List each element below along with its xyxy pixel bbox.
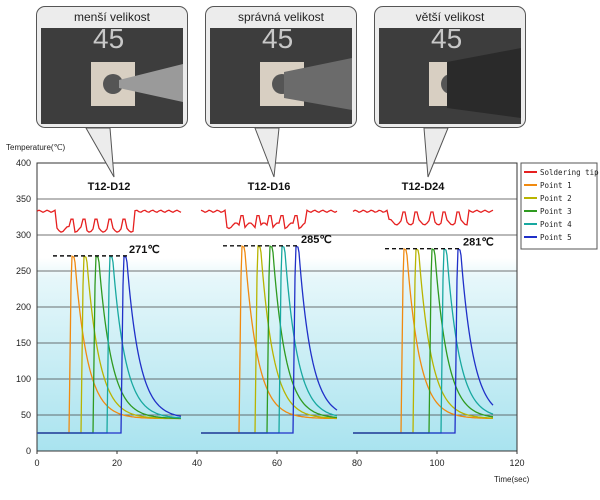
x-tick-label: 20 xyxy=(112,458,122,468)
callout-large-tip: větší velikost 45 xyxy=(374,6,526,128)
y-tick-label: 50 xyxy=(21,410,31,420)
peak-temperature-label: 271℃ xyxy=(129,244,160,256)
solder-tip-photo: 45 xyxy=(210,28,352,124)
series-soldering-tip xyxy=(36,209,182,233)
legend xyxy=(520,162,598,250)
series-point-5 xyxy=(201,244,338,434)
x-tick-label: 0 xyxy=(34,458,39,468)
callout-small-tip: menší velikost 45 xyxy=(36,6,188,128)
callout-title: větší velikost xyxy=(415,10,485,24)
y-tick-label: 200 xyxy=(16,302,31,312)
x-tick-label: 120 xyxy=(509,458,524,468)
callout-pointer xyxy=(85,127,115,178)
callout-pointer xyxy=(423,127,449,178)
callout-title: menší velikost xyxy=(73,10,151,24)
x-tick-label: 80 xyxy=(352,458,362,468)
callout-correct-tip: správná velikost 45 xyxy=(205,6,357,128)
series-soldering-tip xyxy=(200,209,338,230)
y-tick-label: 100 xyxy=(16,374,31,384)
y-tick-label: 0 xyxy=(26,446,31,456)
svg-text:45: 45 xyxy=(93,28,124,54)
tip-label: T12-D24 xyxy=(402,181,446,193)
svg-text:45: 45 xyxy=(431,28,462,54)
series-point-5 xyxy=(353,247,494,434)
y-axis-label: Temperature(℃) xyxy=(6,143,66,152)
tip-label: T12-D16 xyxy=(248,181,291,193)
legend-label: Point 5 xyxy=(540,233,572,242)
y-tick-label: 300 xyxy=(16,230,31,240)
legend-label: Point 4 xyxy=(540,220,572,229)
y-tick-label: 250 xyxy=(16,266,31,276)
callout-title: správná velikost xyxy=(237,10,325,24)
x-tick-label: 100 xyxy=(429,458,444,468)
solder-tip-photo: 45 xyxy=(41,28,183,124)
x-tick-label: 60 xyxy=(272,458,282,468)
tip-label: T12-D12 xyxy=(88,181,131,193)
legend-label: Point 1 xyxy=(540,181,572,190)
x-axis-label: Time(sec) xyxy=(494,475,530,484)
peak-temperature-label: 285℃ xyxy=(301,234,332,246)
peak-temperature-label: 281℃ xyxy=(463,237,494,249)
y-tick-label: 400 xyxy=(16,158,31,168)
x-tick-label: 40 xyxy=(192,458,202,468)
legend-label: Point 2 xyxy=(540,194,572,203)
solder-tip-photo: 45 xyxy=(379,28,521,124)
legend-label: Point 3 xyxy=(540,207,572,216)
callout-pointer xyxy=(254,127,280,178)
legend-label: Soldering tip xyxy=(540,168,599,177)
series-soldering-tip xyxy=(352,209,494,226)
svg-text:45: 45 xyxy=(262,28,293,54)
y-tick-label: 350 xyxy=(16,194,31,204)
series-point-5 xyxy=(37,255,182,434)
y-tick-label: 150 xyxy=(16,338,31,348)
